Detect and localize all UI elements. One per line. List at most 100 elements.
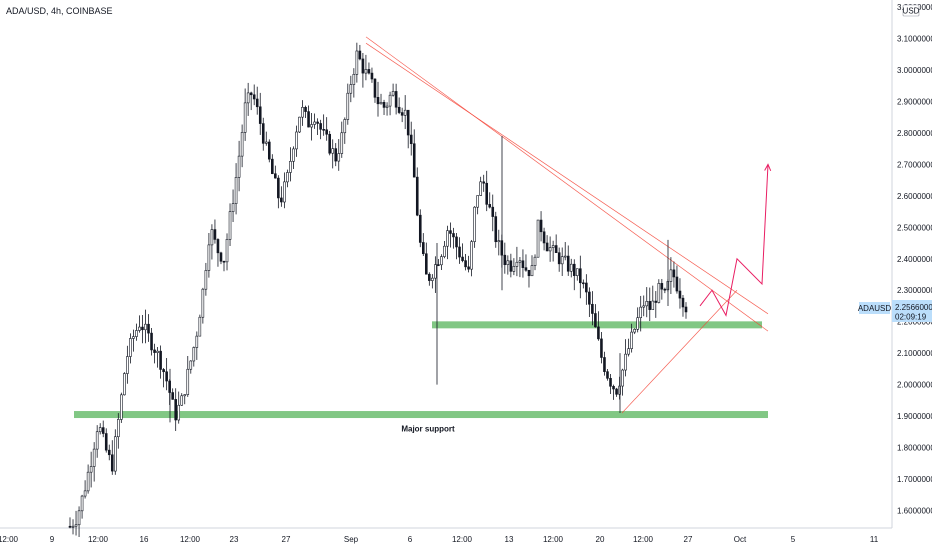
candle-body: [503, 254, 507, 265]
candle-body: [349, 84, 353, 94]
candle-body: [663, 288, 667, 291]
candle-body: [192, 347, 196, 362]
candle-body: [101, 427, 105, 434]
trendline-resistance-2[interactable]: [365, 42, 769, 315]
candle-body: [415, 176, 419, 216]
candle-body: [162, 369, 165, 373]
candle-body: [141, 326, 144, 331]
price-tick-label: 3.10000000: [897, 34, 932, 43]
price-axis[interactable]: 3.200000003.100000003.000000002.90000000…: [897, 3, 932, 516]
candle-body: [298, 116, 301, 133]
candle-body: [615, 388, 618, 395]
symbol-text: ADAUSD: [858, 304, 892, 313]
candle-body: [274, 173, 277, 179]
candle-body: [138, 326, 141, 331]
candle-body: [159, 350, 162, 370]
projection-line: [699, 164, 769, 317]
currency-label[interactable]: USD: [903, 4, 920, 17]
candle-body: [533, 256, 537, 266]
candle-body: [418, 214, 422, 243]
candle-body: [107, 449, 111, 456]
candle-body: [68, 525, 72, 528]
candle-body: [83, 490, 87, 497]
candle-body: [642, 305, 646, 308]
chart-title: ADA/USD, 4h, COINBASE: [6, 6, 113, 16]
candle-body: [95, 431, 99, 450]
candle-body: [113, 436, 117, 472]
candle-body: [370, 72, 374, 80]
time-tick-label: 9: [50, 535, 55, 544]
candle-body: [183, 394, 187, 397]
candle-body: [467, 266, 470, 270]
candle-body: [681, 297, 685, 308]
candle-body: [446, 230, 449, 247]
candle-body: [126, 356, 129, 374]
candle-body: [171, 392, 174, 400]
trendline-resistance-1[interactable]: [365, 36, 769, 332]
candle-body: [331, 148, 335, 154]
projection-arrowhead: [764, 163, 772, 171]
candle-body: [77, 510, 81, 526]
price-tick-label: 2.60000000: [897, 192, 932, 201]
candle-body: [117, 419, 120, 438]
candle-body: [147, 323, 150, 334]
candle-body: [630, 331, 633, 349]
candle-body: [316, 121, 319, 124]
candle-body: [388, 94, 392, 107]
candle-body: [110, 454, 114, 472]
price-tick-label: 2.80000000: [897, 129, 932, 138]
candle-body: [443, 245, 446, 257]
candle-body: [397, 106, 401, 113]
candle-body: [506, 260, 510, 265]
candle-body: [582, 282, 585, 285]
candle-body: [340, 132, 344, 154]
candle-body: [364, 69, 368, 74]
candle-body: [672, 269, 676, 278]
time-axis[interactable]: 12:00 9 12:00 16 12:00 23 27 Sep 6 12:00 13 12:00 20…: [0, 535, 879, 544]
candle-body: [624, 353, 627, 371]
candle-body: [648, 301, 652, 310]
price-tick-label: 2.10000000: [897, 349, 932, 358]
candle-body: [579, 268, 582, 284]
candle-body: [286, 172, 289, 183]
time-tick-label: 27: [684, 535, 693, 544]
candle-body: [449, 230, 452, 234]
candle-body: [222, 260, 226, 263]
price-tick-label: 2.30000000: [897, 286, 932, 295]
candle-body: [98, 427, 102, 433]
time-tick-label: 12:00: [180, 535, 201, 544]
support-zone: [74, 411, 768, 419]
trendlines[interactable]: [365, 36, 769, 414]
candle-body: [255, 98, 259, 108]
candle-body: [135, 330, 138, 337]
candle-body: [120, 394, 123, 420]
candle-body: [89, 466, 93, 473]
candle-body: [92, 448, 96, 467]
candle-body: [240, 132, 244, 157]
candle-body: [434, 264, 437, 279]
candle-body: [618, 385, 621, 395]
price-tick-label: 1.80000000: [897, 444, 932, 453]
candle-body: [385, 105, 389, 108]
price-tick-label: 2.20000000: [897, 318, 932, 327]
candle-body: [319, 123, 322, 130]
candle-body: [71, 525, 75, 528]
candle-body: [213, 229, 217, 240]
candle-body: [425, 253, 428, 275]
candle-body: [313, 121, 316, 125]
price-tick-label: 2.50000000: [897, 223, 932, 232]
candle-body: [225, 239, 229, 263]
candle-body: [669, 269, 673, 282]
candle-body: [678, 290, 682, 299]
candle-body: [403, 109, 407, 116]
candle-body: [177, 404, 181, 421]
price-tick-label: 1.60000000: [897, 507, 932, 516]
candle-body: [216, 239, 220, 254]
candle-body: [283, 181, 286, 203]
candle-body: [409, 134, 413, 145]
candle-body: [334, 148, 338, 162]
trendline-rising-support[interactable]: [621, 289, 738, 414]
candle-body: [352, 74, 356, 85]
